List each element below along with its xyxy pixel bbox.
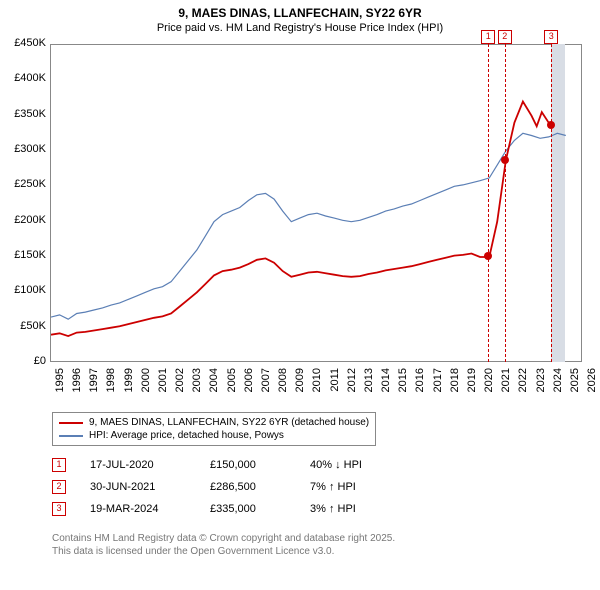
transaction-marker: 2 <box>52 480 66 494</box>
xtick-label: 2025 <box>569 368 581 398</box>
footer-attribution: Contains HM Land Registry data © Crown c… <box>52 532 395 558</box>
footer-line1: Contains HM Land Registry data © Crown c… <box>52 532 395 545</box>
ytick-label: £100K <box>2 284 46 296</box>
xtick-label: 2017 <box>432 368 444 398</box>
chart-plot-area <box>50 44 582 362</box>
transaction-marker: 1 <box>52 458 66 472</box>
ytick-label: £0 <box>2 355 46 367</box>
xtick-label: 2005 <box>226 368 238 398</box>
legend-swatch <box>59 422 83 424</box>
xtick-label: 2020 <box>483 368 495 398</box>
legend: 9, MAES DINAS, LLANFECHAIN, SY22 6YR (de… <box>52 412 376 446</box>
marker-vline <box>551 44 552 362</box>
ytick-label: £300K <box>2 143 46 155</box>
transaction-price: £286,500 <box>210 481 310 493</box>
transaction-date: 30-JUN-2021 <box>90 481 210 493</box>
xtick-label: 1996 <box>71 368 83 398</box>
marker-box: 3 <box>544 30 558 44</box>
footer-line2: This data is licensed under the Open Gov… <box>52 545 395 558</box>
xtick-label: 1999 <box>123 368 135 398</box>
transaction-pct: 3% ↑ HPI <box>310 503 410 515</box>
legend-swatch <box>59 435 83 437</box>
transaction-row: 1 17-JUL-2020£150,00040% ↓ HPI <box>52 454 410 476</box>
transaction-date: 19-MAR-2024 <box>90 503 210 515</box>
marker-vline <box>488 44 489 362</box>
legend-label: HPI: Average price, detached house, Powy… <box>89 430 284 441</box>
xtick-label: 2000 <box>140 368 152 398</box>
xtick-label: 2021 <box>500 368 512 398</box>
xtick-label: 2013 <box>363 368 375 398</box>
series-price_paid <box>51 102 552 337</box>
xtick-label: 2007 <box>260 368 272 398</box>
marker-vline <box>505 44 506 362</box>
xtick-label: 2016 <box>414 368 426 398</box>
xtick-label: 2010 <box>311 368 323 398</box>
legend-label: 9, MAES DINAS, LLANFECHAIN, SY22 6YR (de… <box>89 417 369 428</box>
transaction-price: £150,000 <box>210 459 310 471</box>
transaction-row: 2 30-JUN-2021£286,5007% ↑ HPI <box>52 476 410 498</box>
transaction-date: 17-JUL-2020 <box>90 459 210 471</box>
xtick-label: 2019 <box>466 368 478 398</box>
transaction-pct: 7% ↑ HPI <box>310 481 410 493</box>
xtick-label: 2009 <box>294 368 306 398</box>
xtick-label: 1995 <box>54 368 66 398</box>
xtick-label: 1998 <box>105 368 117 398</box>
ytick-label: £200K <box>2 214 46 226</box>
chart-title-line1: 9, MAES DINAS, LLANFECHAIN, SY22 6YR <box>0 0 600 20</box>
transaction-price: £335,000 <box>210 503 310 515</box>
chart-svg <box>51 45 583 363</box>
xtick-label: 2006 <box>243 368 255 398</box>
marker-point <box>501 156 509 164</box>
xtick-label: 2022 <box>517 368 529 398</box>
xtick-label: 2004 <box>208 368 220 398</box>
ytick-label: £250K <box>2 178 46 190</box>
xtick-label: 2003 <box>191 368 203 398</box>
legend-row: 9, MAES DINAS, LLANFECHAIN, SY22 6YR (de… <box>59 416 369 429</box>
transactions-table: 1 17-JUL-2020£150,00040% ↓ HPI 2 30-JUN-202… <box>52 454 410 520</box>
xtick-label: 1997 <box>88 368 100 398</box>
legend-row: HPI: Average price, detached house, Powy… <box>59 429 369 442</box>
marker-point <box>484 252 492 260</box>
xtick-label: 2008 <box>277 368 289 398</box>
xtick-label: 2011 <box>329 368 341 398</box>
xtick-label: 2024 <box>552 368 564 398</box>
xtick-label: 2015 <box>397 368 409 398</box>
ytick-label: £50K <box>2 320 46 332</box>
marker-box: 1 <box>481 30 495 44</box>
xtick-label: 2018 <box>449 368 461 398</box>
marker-point <box>547 121 555 129</box>
transaction-row: 3 19-MAR-2024£335,0003% ↑ HPI <box>52 498 410 520</box>
xtick-label: 2001 <box>157 368 169 398</box>
xtick-label: 2014 <box>380 368 392 398</box>
xtick-label: 2002 <box>174 368 186 398</box>
ytick-label: £150K <box>2 249 46 261</box>
ytick-label: £400K <box>2 72 46 84</box>
ytick-label: £350K <box>2 108 46 120</box>
xtick-label: 2012 <box>346 368 358 398</box>
xtick-label: 2026 <box>586 368 598 398</box>
transaction-marker: 3 <box>52 502 66 516</box>
transaction-pct: 40% ↓ HPI <box>310 459 410 471</box>
xtick-label: 2023 <box>535 368 547 398</box>
marker-box: 2 <box>498 30 512 44</box>
ytick-label: £450K <box>2 37 46 49</box>
